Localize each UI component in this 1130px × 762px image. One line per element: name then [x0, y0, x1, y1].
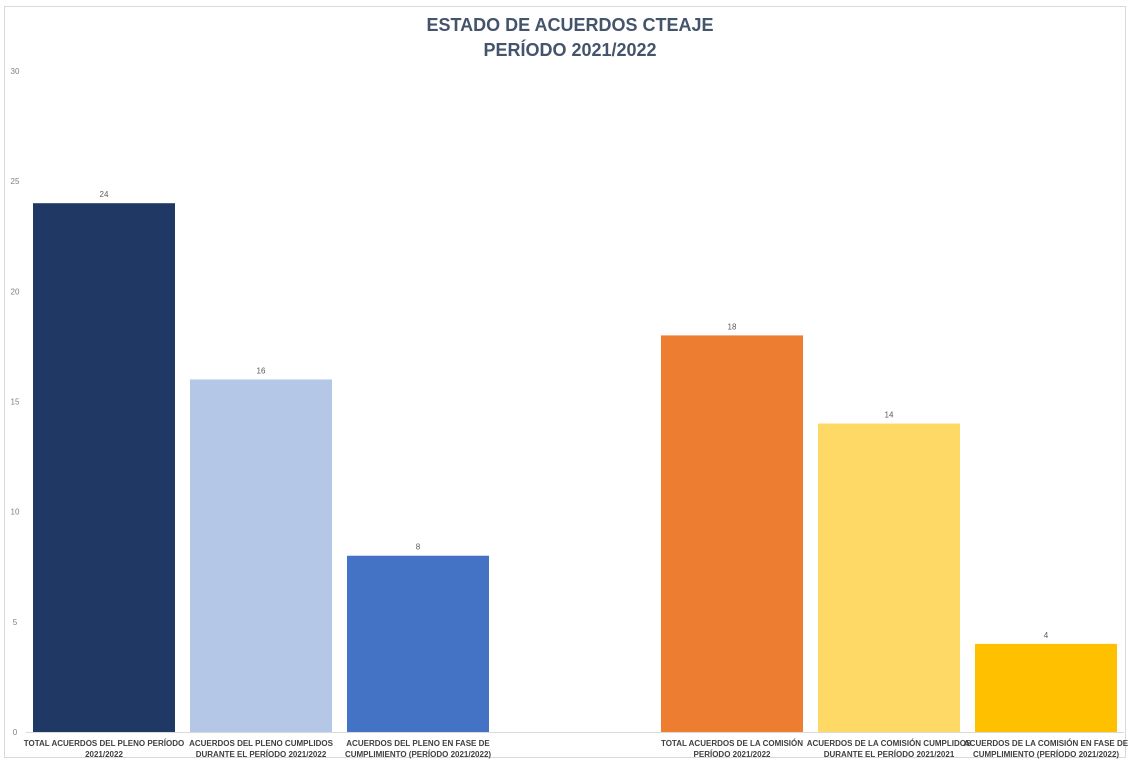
y-tick-label: 15 [11, 398, 20, 407]
y-tick-label: 10 [11, 508, 20, 517]
chart-title-line-1: ESTADO DE ACUERDOS CTEAJE [426, 15, 713, 35]
bar-6 [818, 423, 960, 732]
category-labels: TOTAL ACUERDOS DEL PLENO PERÍODO 2021/202… [24, 739, 1129, 759]
data-labels: 24 16 8 18 14 4 [100, 190, 1049, 640]
y-axis-ticks: 0 5 10 15 20 25 30 [11, 67, 20, 737]
category-label-7: CUMPLIMIENTO (PERÍODO 2021/2022) [973, 750, 1119, 759]
y-tick-label: 5 [13, 618, 18, 627]
y-tick-label: 0 [13, 728, 18, 737]
category-label-2: DURANTE EL PERÍODO 2021/2022 [196, 750, 327, 759]
chart-title-line-2: PERÍODO 2021/2022 [483, 39, 656, 60]
data-label-7: 4 [1044, 631, 1049, 640]
category-label-1: TOTAL ACUERDOS DEL PLENO PERÍODO [24, 739, 184, 748]
data-label-1: 24 [100, 190, 109, 199]
category-label-3: CUMPLIMIENTO (PERÍODO 2021/2022) [345, 750, 491, 759]
category-label-1: 2021/2022 [85, 750, 123, 759]
bar-2 [190, 379, 332, 732]
category-label-7: ACUERDOS DE LA COMISIÓN EN FASE DE [964, 739, 1129, 748]
category-label-6: DURANTE EL PERÍODO 2021/2021 [824, 750, 955, 759]
category-label-6: ACUERDOS DE LA COMISIÓN CUMPLIDOS [807, 739, 972, 748]
chart-frame [4, 6, 1126, 758]
category-label-3: ACUERDOS DEL PLENO EN FASE DE [346, 739, 490, 748]
chart-title: ESTADO DE ACUERDOS CTEAJE PERÍODO 2021/20… [426, 15, 713, 60]
y-tick-label: 20 [11, 287, 20, 296]
bar-1 [33, 203, 175, 732]
category-label-5: PERÍODO 2021/2022 [694, 750, 771, 759]
bar-5 [661, 335, 803, 732]
data-label-5: 18 [728, 322, 737, 331]
bars [33, 203, 1117, 732]
data-label-3: 8 [416, 543, 421, 552]
category-label-5: TOTAL ACUERDOS DE LA COMISIÓN [661, 739, 803, 748]
y-tick-label: 30 [11, 67, 20, 76]
category-label-2: ACUERDOS DEL PLENO CUMPLIDOS [189, 739, 334, 748]
bar-7 [975, 643, 1117, 732]
data-label-2: 16 [257, 366, 266, 375]
bar-3 [347, 555, 489, 732]
y-tick-label: 25 [11, 177, 20, 186]
data-label-6: 14 [885, 411, 894, 420]
